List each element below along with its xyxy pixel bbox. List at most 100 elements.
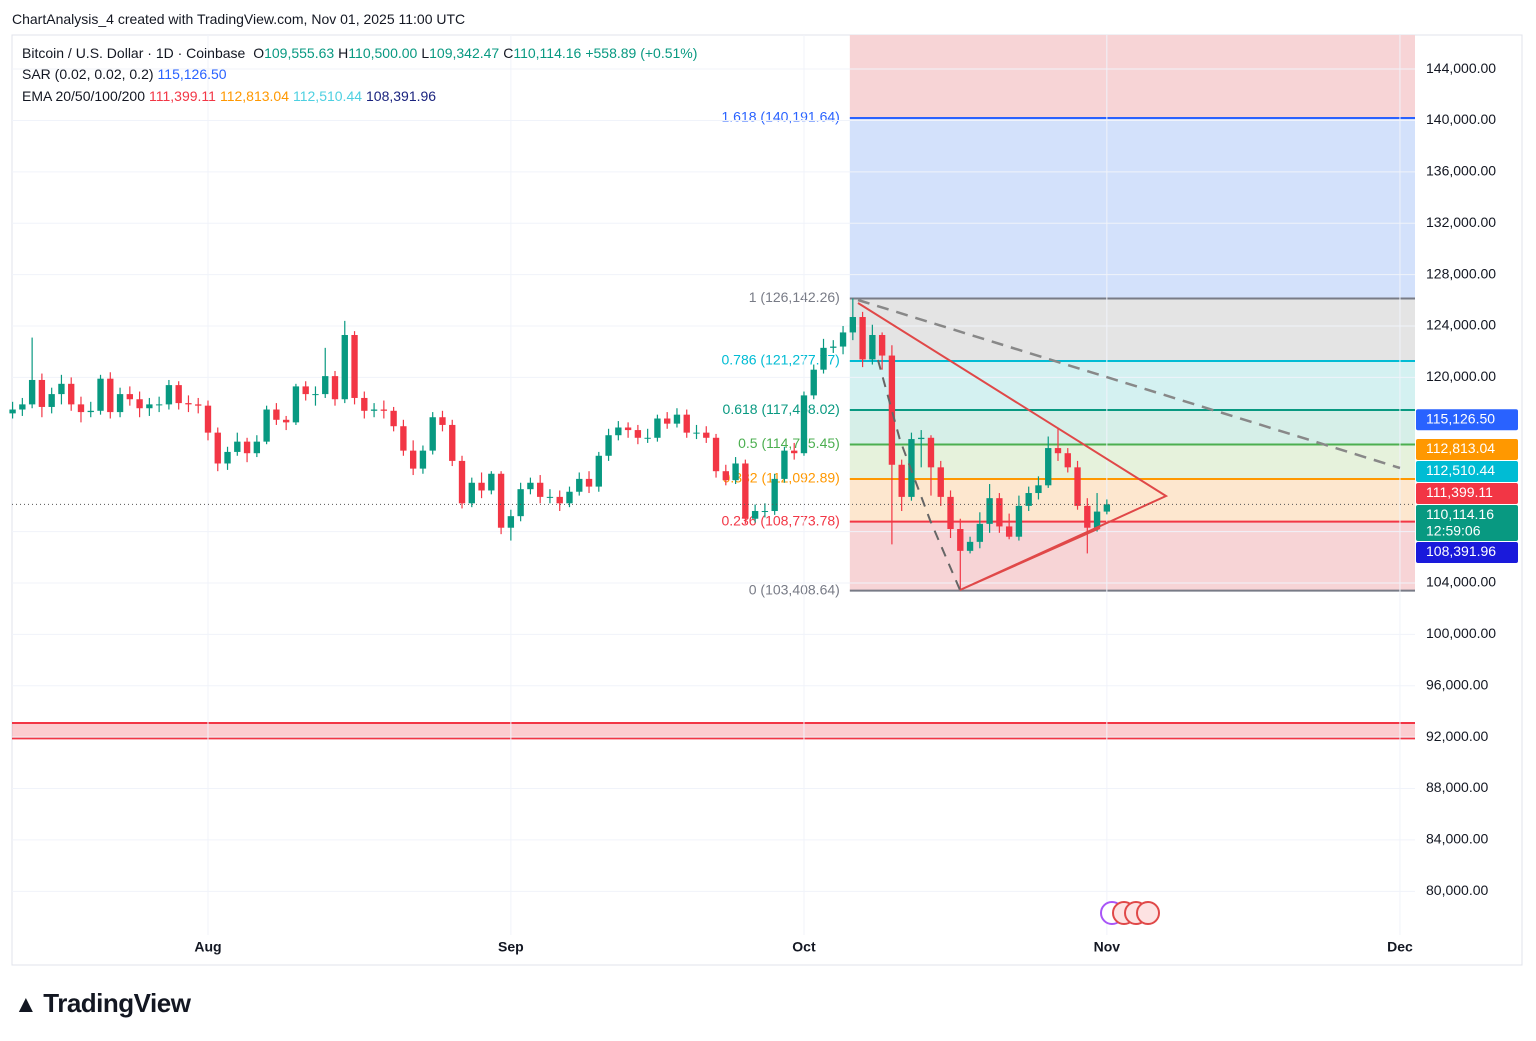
candle-body xyxy=(165,385,173,405)
candle-body xyxy=(918,437,925,440)
fib-label: 0.786 (121,277.77) xyxy=(721,352,839,368)
candle-body xyxy=(742,463,749,519)
candle-body xyxy=(185,403,192,405)
price-tag-label: 112,510.44 xyxy=(1426,462,1495,478)
ohlc-key: H xyxy=(338,45,349,61)
chart-frame xyxy=(11,34,1523,966)
candle-body xyxy=(478,482,485,491)
price-tag-label: 111,399.11 xyxy=(1426,484,1493,500)
candle-body xyxy=(48,394,55,407)
candle-body xyxy=(878,335,886,356)
candle-body xyxy=(273,409,280,420)
price-tag-label: 112,813.04 xyxy=(1426,440,1495,456)
fib-zone xyxy=(849,521,1415,591)
candle-body xyxy=(898,464,905,497)
candle-body xyxy=(449,424,456,461)
candle-body xyxy=(488,473,495,491)
candle-body xyxy=(175,385,182,404)
candle-body xyxy=(673,414,681,424)
candle-body xyxy=(1015,505,1023,537)
candle-body xyxy=(1005,526,1013,537)
candle-body xyxy=(517,489,524,517)
candle-body xyxy=(380,409,388,411)
candle-body xyxy=(1035,485,1042,494)
indicator-value: 108,391.96 xyxy=(366,88,437,104)
price-tag-label: 110,114.16 xyxy=(1426,506,1494,522)
candle-body xyxy=(546,496,554,498)
candle-body xyxy=(370,409,378,411)
y-tick-label: 88,000.00 xyxy=(1426,779,1488,795)
candle-body xyxy=(595,455,602,487)
fib-label: 1 (126,142.26) xyxy=(749,289,840,305)
x-tick-label: Oct xyxy=(792,939,816,955)
indicator-value: 115,126.50 xyxy=(157,66,227,82)
candle-body xyxy=(263,409,270,442)
candles xyxy=(9,298,1111,591)
candle-body xyxy=(1093,511,1101,528)
candle-body xyxy=(146,404,153,409)
fib-label: 0.5 (114,775.45) xyxy=(738,435,840,451)
y-tick-label: 96,000.00 xyxy=(1426,676,1488,692)
indicator-value: 112,510.44 xyxy=(292,88,363,104)
candle-body xyxy=(986,498,993,524)
candle-body xyxy=(576,478,583,492)
candle-body xyxy=(927,437,935,468)
indicator-legend: SAR (0.02, 0.02, 0.2) 115,126.50 xyxy=(22,66,231,82)
indicator-name: EMA 20/50/100/200 xyxy=(22,88,145,104)
y-tick-label: 144,000.00 xyxy=(1426,60,1496,76)
ohlc-key: C xyxy=(503,45,514,61)
price-tag xyxy=(1416,504,1518,541)
trend-line xyxy=(857,298,1401,470)
ohlc-key: O xyxy=(253,45,265,61)
candle-body xyxy=(703,432,710,438)
candle-body xyxy=(282,419,290,423)
fib-label: 0.618 (117,458.02) xyxy=(723,401,840,417)
candle-body xyxy=(849,317,856,333)
candle-body xyxy=(810,369,817,396)
candle-body xyxy=(585,478,593,487)
y-tick-label: 100,000.00 xyxy=(1426,625,1496,641)
header: ChartAnalysis_4 created with TradingView… xyxy=(12,11,466,27)
y-tick-label: 136,000.00 xyxy=(1426,163,1496,179)
candle-body xyxy=(634,430,642,438)
candle-body xyxy=(771,478,778,512)
candle-body xyxy=(331,376,339,400)
ohlc-key: L xyxy=(421,45,430,61)
candle-body xyxy=(693,432,700,434)
y-tick-label: 84,000.00 xyxy=(1426,831,1488,847)
candle-body xyxy=(351,335,358,398)
y-tick-label: 104,000.00 xyxy=(1426,574,1496,590)
legend-main: Bitcoin / U.S. Dollar · 1D · Coinbase O1… xyxy=(22,45,701,61)
candle-body xyxy=(683,414,690,433)
candle-body xyxy=(302,386,309,395)
fib-zone xyxy=(849,35,1415,118)
indicator-value: 111,399.11 xyxy=(149,88,216,104)
y-tick-label: 132,000.00 xyxy=(1426,214,1496,230)
x-tick-label: Nov xyxy=(1094,939,1121,955)
candle-body xyxy=(312,394,319,396)
candle-body xyxy=(87,410,94,413)
fib-label: 1.618 (140,191.64) xyxy=(721,109,839,125)
candle-body xyxy=(937,467,944,497)
candle-body xyxy=(664,418,671,424)
x-tick-label: Dec xyxy=(1387,939,1413,955)
price-change: +558.89 (+0.51%) xyxy=(585,45,698,61)
candle-body xyxy=(68,383,75,405)
candle-body xyxy=(28,379,36,405)
fib-label: 0 (103,408.64) xyxy=(749,581,840,597)
candle-body xyxy=(204,405,212,433)
candle-body xyxy=(947,496,954,530)
fib-zone xyxy=(849,410,1415,445)
candle-body xyxy=(1084,505,1091,528)
candle-body xyxy=(1103,504,1111,512)
price-tag-label: 108,391.96 xyxy=(1426,543,1496,559)
ohlc-value: 109,555.63 xyxy=(264,45,335,61)
x-tick-label: Sep xyxy=(498,939,524,955)
candle-body xyxy=(497,473,505,528)
x-tick-label: Aug xyxy=(194,939,221,955)
y-tick-label: 140,000.00 xyxy=(1426,111,1496,127)
indicator-name: SAR (0.02, 0.02, 0.2) xyxy=(22,66,154,82)
candle-body xyxy=(781,450,788,479)
y-tick-label: 120,000.00 xyxy=(1426,368,1496,384)
fib-zone xyxy=(849,298,1415,361)
